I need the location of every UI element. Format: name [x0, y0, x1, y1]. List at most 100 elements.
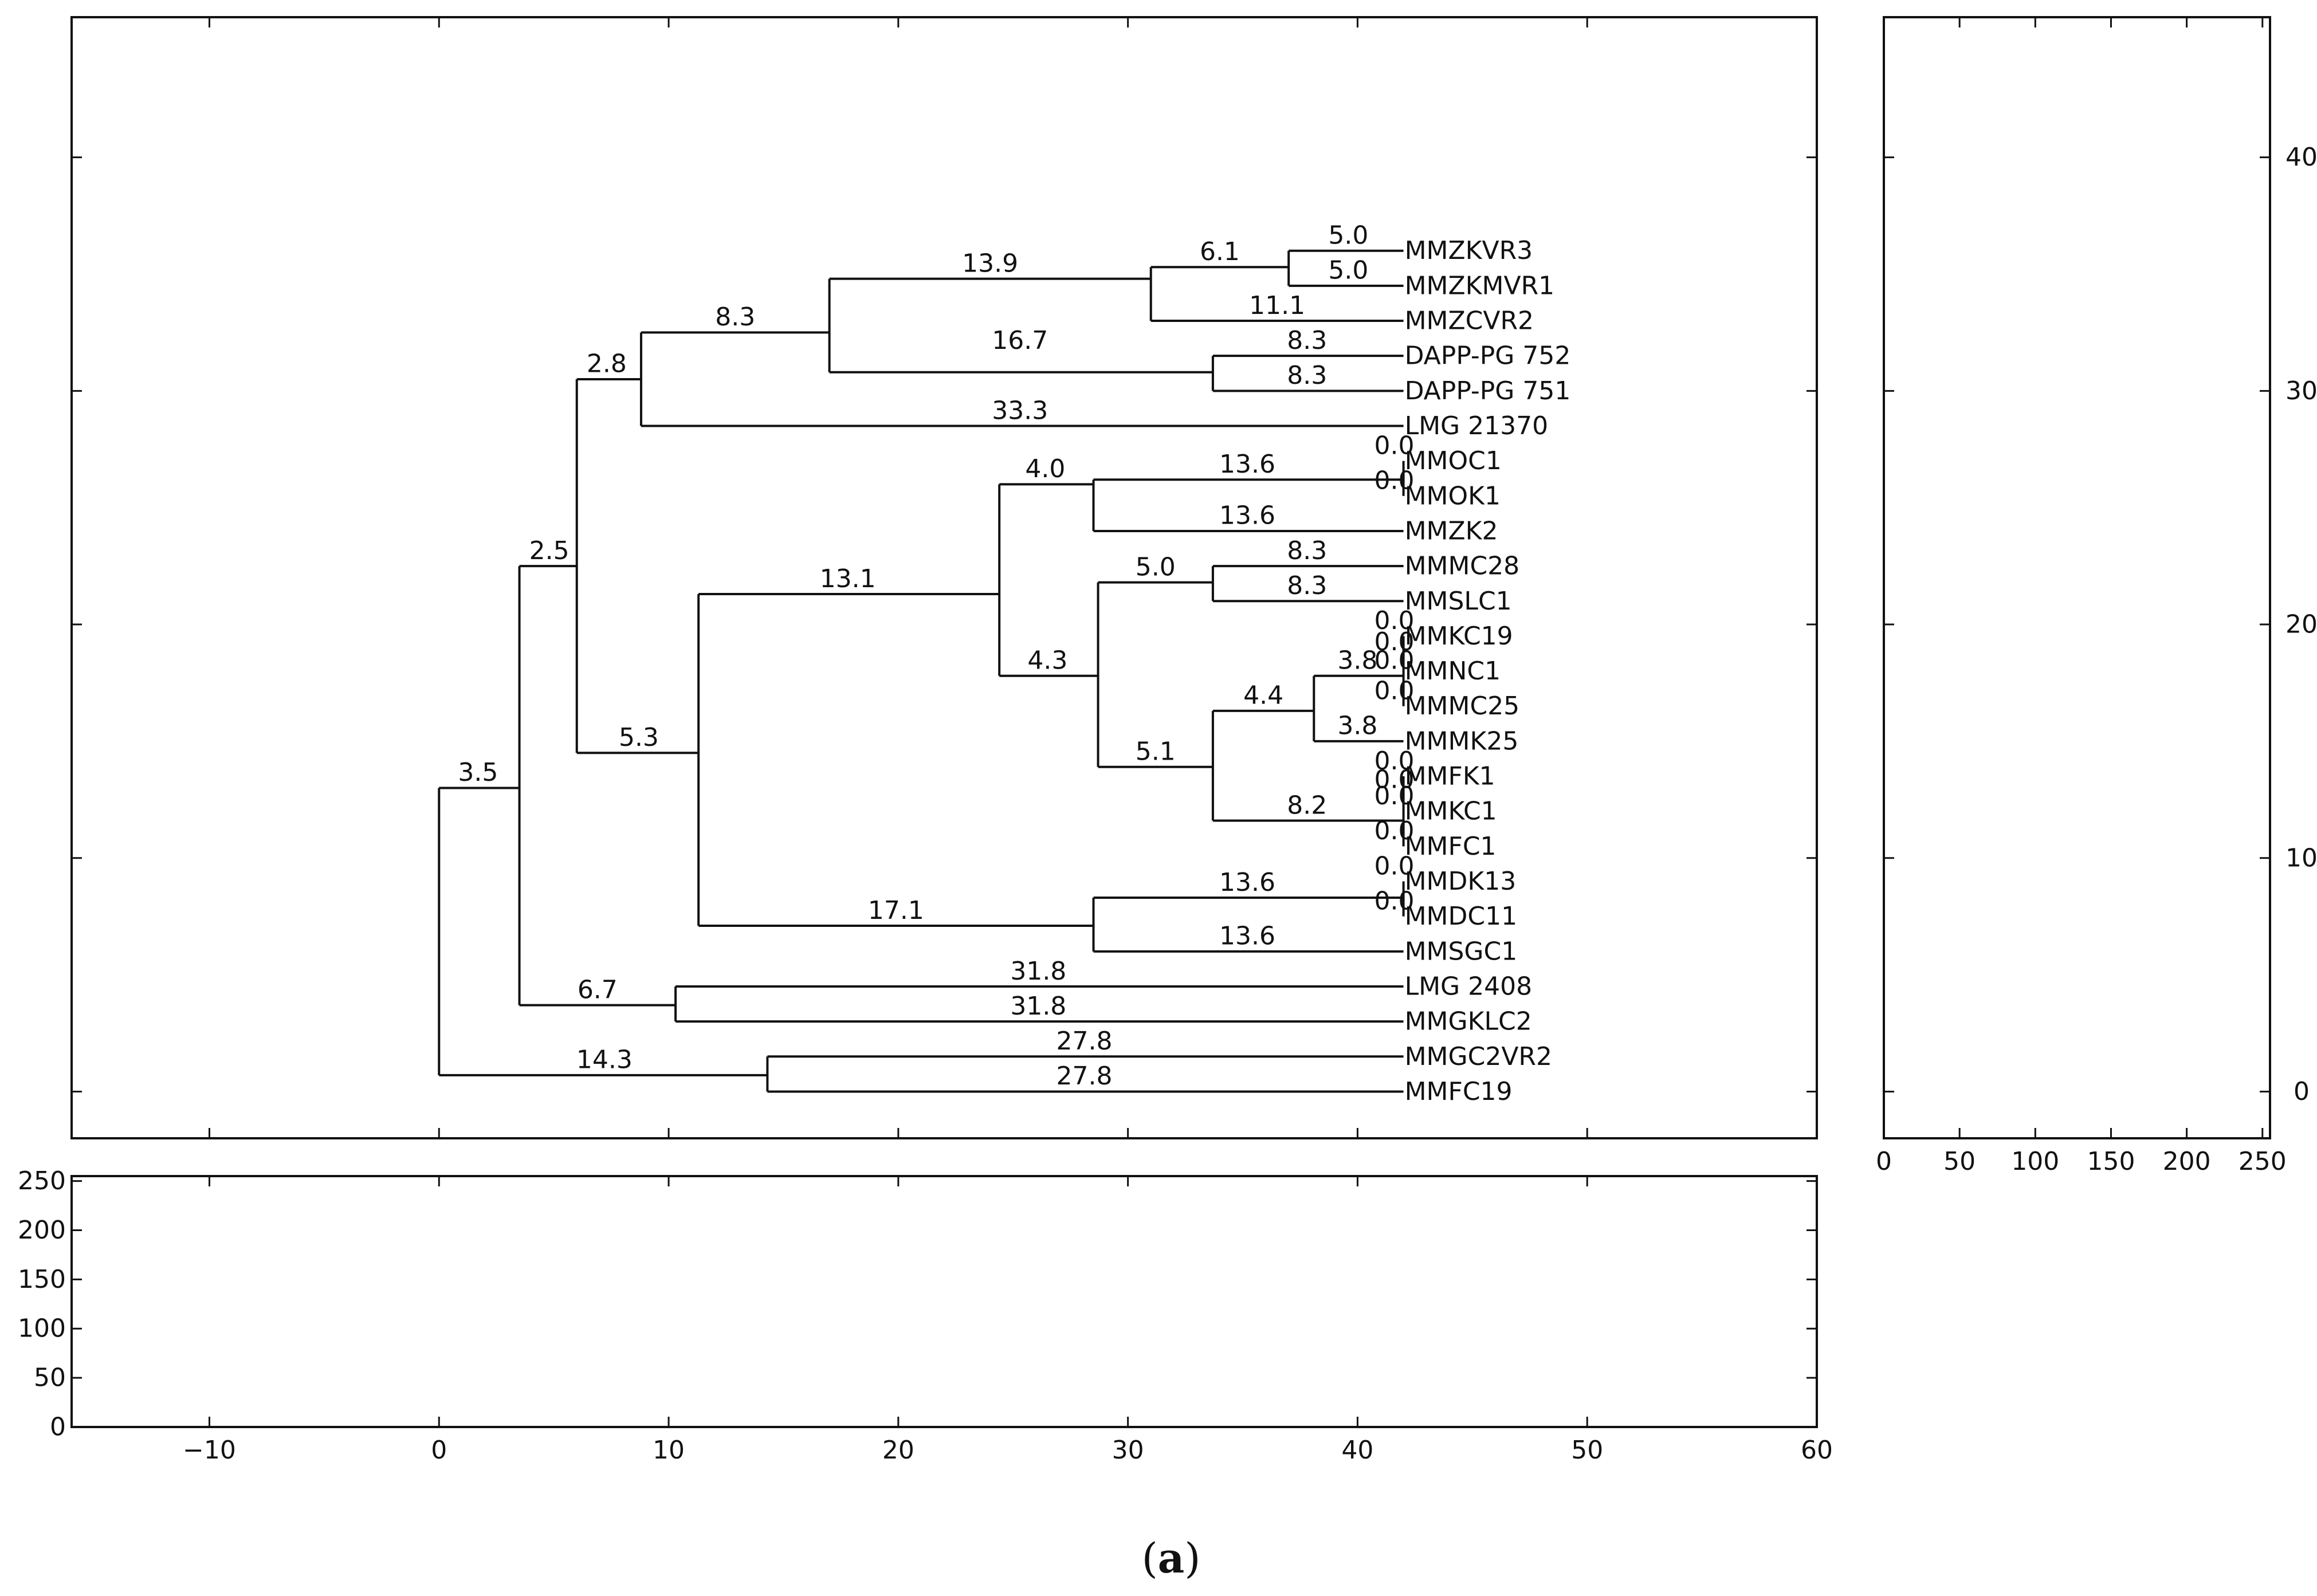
- branch-length-label: 0.0: [1375, 765, 1415, 794]
- branch-length-label: 0.0: [1375, 816, 1415, 846]
- branch-length-label: 5.0: [1328, 221, 1368, 250]
- leaf-label: MMFK1: [1405, 762, 1495, 791]
- branch-length-label: 11.1: [1249, 291, 1305, 320]
- branch-length-label: 5.0: [1328, 256, 1368, 285]
- branch-length-label: 8.3: [1287, 571, 1327, 600]
- leaf-label: MMDC11: [1405, 902, 1518, 931]
- branch-length-label: 2.5: [529, 536, 570, 565]
- bottom-x-tick-label: 20: [882, 1436, 914, 1465]
- bottom-x-tick-label: 60: [1801, 1436, 1833, 1465]
- branch-length-label: 13.9: [962, 249, 1018, 278]
- leaf-label: MMZCVR2: [1405, 306, 1534, 336]
- right-y-tick-label: 0: [2294, 1077, 2310, 1106]
- bottom-x-tick-label: 30: [1112, 1436, 1144, 1465]
- branch-length-label: 5.3: [619, 723, 659, 752]
- leaf-label: MMSGC1: [1405, 937, 1518, 966]
- leaf-label: MMGC2VR2: [1405, 1042, 1552, 1071]
- branch-length-label: 14.3: [576, 1045, 633, 1075]
- branch-length-label: 0.0: [1375, 886, 1415, 915]
- leaf-label: MMZKVR3: [1405, 236, 1533, 265]
- right-y-tick-label: 20: [2285, 610, 2317, 639]
- branch-length-label: 13.1: [820, 564, 876, 593]
- branch-length-label: 13.6: [1219, 501, 1275, 530]
- main-dendrogram-panel: 5.0 5.0 6.1 11.1 13.9 8.3 8.3 16.7 8.3 33.3 2.8 0.0…: [70, 16, 1818, 1139]
- figure-caption: (a): [1142, 1534, 1201, 1582]
- dendrogram-tree: [438, 249, 1405, 1093]
- leaf-label: MMZK2: [1405, 516, 1498, 545]
- leaf-label: LMG 2408: [1405, 972, 1533, 1001]
- bottom-y-tick-label: 50: [34, 1363, 66, 1393]
- branch-length-label: 2.8: [587, 349, 627, 379]
- branch-length-label: 4.4: [1243, 681, 1283, 710]
- branch-length-label: 4.3: [1027, 646, 1067, 675]
- branch-length-labels: 5.0 5.0 6.1 11.1 13.9 8.3 8.3 16.7 8.3 33.3 2.8 0.0…: [458, 221, 1414, 1091]
- right-x-tick-label: 150: [2087, 1147, 2135, 1176]
- right-x-tick-label: 0: [1876, 1147, 1892, 1176]
- branch-length-label: 8.3: [1287, 326, 1327, 355]
- leaf-label: DAPP-PG 752: [1405, 341, 1571, 371]
- leaf-label: DAPP-PG 751: [1405, 376, 1571, 406]
- bottom-y-tick-label: 100: [18, 1314, 66, 1343]
- leaf-label: MMKC1: [1405, 797, 1497, 826]
- leaf-label: MMMC25: [1405, 691, 1520, 721]
- branch-length-label: 31.8: [1010, 992, 1066, 1021]
- branch-length-label: 8.3: [1287, 536, 1327, 565]
- leaf-label: MMDK13: [1405, 867, 1517, 896]
- branch-length-label: 33.3: [992, 396, 1048, 425]
- bottom-x-tick-label: −10: [183, 1436, 236, 1465]
- branch-length-label: 0.0: [1375, 606, 1415, 635]
- right-y-tick-label: 30: [2285, 376, 2317, 406]
- branch-length-label: 13.6: [1219, 450, 1275, 479]
- leaf-label: MMMK25: [1405, 726, 1519, 756]
- right-y-tick-label: 10: [2285, 843, 2317, 872]
- branch-length-label: 6.1: [1200, 237, 1240, 266]
- branch-length-label: 8.3: [715, 302, 755, 332]
- branch-length-label: 3.8: [1337, 646, 1377, 675]
- main-panel-ticks: [72, 17, 1818, 1138]
- leaf-label: LMG 21370: [1405, 411, 1549, 441]
- branch-length-label: 0.0: [1375, 677, 1415, 706]
- branch-length-label: 16.7: [992, 326, 1048, 355]
- right-x-tick-label: 200: [2163, 1147, 2211, 1176]
- branch-length-label: 0.0: [1375, 781, 1415, 811]
- branch-length-label: 0.0: [1375, 466, 1415, 496]
- bottom-panel-frame: [70, 1175, 1818, 1428]
- leaf-label: MMSLC1: [1405, 587, 1512, 616]
- right-x-tick-label: 250: [2239, 1147, 2287, 1176]
- leaf-label: MMKC19: [1405, 622, 1513, 651]
- leaf-label: MMZKMVR1: [1405, 271, 1555, 300]
- right-panel-frame: [1883, 16, 2271, 1139]
- branch-length-label: 0.0: [1375, 646, 1415, 675]
- leaf-label: MMFC1: [1405, 832, 1497, 861]
- branch-length-label: 31.8: [1010, 957, 1066, 986]
- branch-length-label: 5.1: [1136, 737, 1176, 766]
- branch-length-label: 3.5: [458, 758, 498, 787]
- branch-length-label: 0.0: [1375, 851, 1415, 880]
- bottom-y-tick-label: 250: [18, 1166, 66, 1196]
- right-y-tick-label: 40: [2285, 143, 2317, 172]
- leaf-label: MMGKLC2: [1405, 1007, 1532, 1036]
- bottom-x-tick-label: 0: [431, 1436, 447, 1465]
- right-panel-ticks: 0 50 100 150 200 250 0 10 20 30 40: [1876, 17, 2317, 1176]
- leaf-label: MMNC1: [1405, 657, 1501, 686]
- bottom-panel-ticks: −10 0 10 20 30 40 50 60 0 50 100 150 200 250: [18, 1166, 1833, 1465]
- leaf-label: MMOC1: [1405, 446, 1502, 475]
- leaf-label: MMMC28: [1405, 552, 1520, 581]
- branch-length-label: 0.0: [1375, 746, 1415, 776]
- leaf-labels: MMZKVR3 MMZKMVR1 MMZCVR2 DAPP-PG 752 DAPP-PG…: [1405, 236, 1571, 1106]
- right-histogram-panel: 0 50 100 150 200 250 0 10 20 30 40: [1876, 16, 2317, 1176]
- bottom-x-tick-label: 40: [1341, 1436, 1373, 1465]
- branch-length-label: 27.8: [1056, 1062, 1112, 1091]
- branch-length-label: 0.0: [1375, 627, 1415, 657]
- branch-length-label: 4.0: [1025, 454, 1065, 483]
- branch-length-label: 8.3: [1287, 361, 1327, 390]
- branch-length-label: 6.7: [578, 975, 618, 1004]
- branch-length-label: 27.8: [1056, 1027, 1112, 1056]
- bottom-y-tick-label: 200: [18, 1216, 66, 1245]
- right-x-tick-label: 100: [2011, 1147, 2059, 1176]
- leaf-label: MMFC19: [1405, 1077, 1513, 1106]
- bottom-y-tick-label: 0: [50, 1413, 66, 1442]
- right-x-tick-label: 50: [1943, 1147, 1976, 1176]
- bottom-y-tick-label: 150: [18, 1265, 66, 1294]
